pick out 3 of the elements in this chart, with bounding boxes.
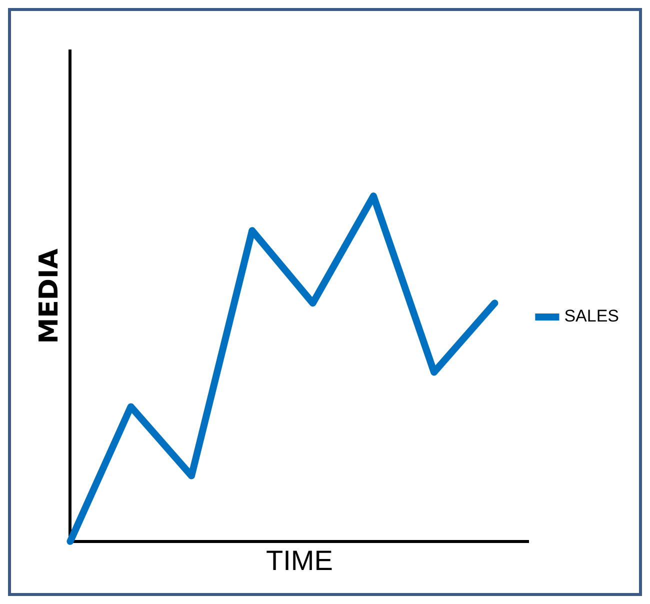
y-axis-title: MEDIA (34, 248, 64, 344)
x-axis-title: TIME (266, 544, 333, 576)
legend-label: SALES (564, 306, 619, 326)
